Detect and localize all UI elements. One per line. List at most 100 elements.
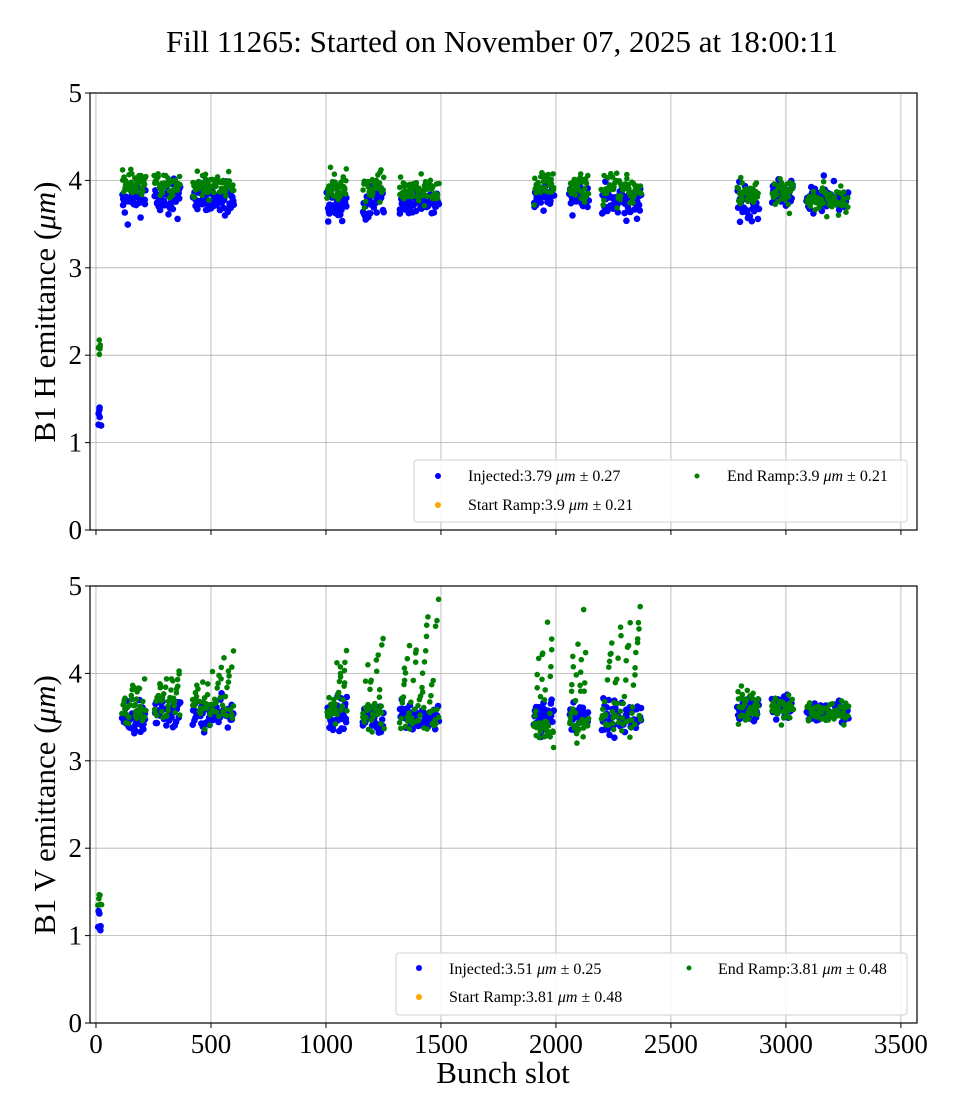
data-point	[614, 676, 620, 683]
data-point	[209, 668, 216, 675]
data-point	[584, 203, 591, 211]
figure-title: Fill 11265: Started on November 07, 2025…	[166, 24, 838, 59]
data-point	[343, 177, 349, 184]
data-point	[550, 744, 557, 751]
data-point	[824, 213, 830, 220]
data-point	[219, 702, 226, 708]
data-point	[830, 177, 838, 185]
data-point	[340, 725, 348, 733]
data-point	[230, 201, 238, 208]
data-point	[549, 718, 556, 726]
data-point	[126, 714, 132, 721]
data-point	[617, 624, 624, 630]
data-point	[434, 706, 440, 713]
data-point	[362, 678, 369, 684]
data-point	[329, 726, 337, 734]
data-point	[409, 189, 415, 196]
data-point	[172, 698, 178, 704]
data-point	[841, 189, 847, 195]
data-point	[365, 662, 371, 668]
data-point	[216, 713, 222, 720]
data-point	[580, 734, 586, 740]
data-point	[547, 734, 553, 740]
data-point	[771, 181, 778, 187]
data-point	[96, 351, 103, 358]
data-point	[572, 709, 579, 716]
data-point	[637, 603, 643, 610]
data-point	[754, 711, 760, 718]
data-point	[636, 207, 644, 214]
data-point	[605, 174, 611, 181]
data-point	[337, 674, 344, 680]
legend-label-end-ramp: End Ramp:3.81 μm ± 0.48	[718, 961, 887, 978]
data-point	[215, 680, 221, 687]
data-point	[370, 714, 376, 720]
data-point	[218, 185, 225, 192]
data-point	[402, 670, 409, 676]
data-point	[845, 204, 851, 210]
data-point	[633, 215, 641, 223]
data-point	[620, 700, 626, 707]
data-point	[569, 212, 576, 219]
data-point	[141, 181, 148, 188]
data-point	[735, 688, 741, 695]
data-point	[545, 723, 552, 729]
data-point	[415, 717, 422, 724]
data-point	[227, 706, 234, 713]
data-point	[425, 614, 431, 620]
data-point	[843, 209, 849, 215]
data-point	[419, 684, 425, 691]
legend-marker-start-ramp	[435, 502, 441, 508]
data-point	[829, 203, 835, 210]
data-point	[633, 649, 639, 656]
data-point	[427, 699, 433, 705]
data-point	[406, 710, 412, 716]
data-point	[199, 705, 206, 712]
data-point	[537, 189, 544, 196]
data-point	[548, 663, 554, 670]
legend-marker-start-ramp	[416, 994, 422, 1000]
data-point	[535, 179, 541, 186]
data-point	[361, 205, 368, 211]
data-point	[225, 679, 232, 685]
data-point	[193, 693, 200, 700]
data-point	[195, 686, 201, 692]
data-point	[578, 656, 585, 663]
data-point	[598, 186, 604, 193]
data-point	[428, 692, 434, 699]
data-point	[376, 180, 383, 186]
data-point	[224, 684, 230, 691]
legend-box	[395, 952, 908, 1016]
data-point	[131, 726, 139, 734]
data-point	[619, 728, 625, 734]
axis-ticks: 0 500 1000 1500 2000 2500 3000 3500 0 1 2 3 4 5	[69, 571, 928, 1059]
data-point	[365, 178, 371, 185]
x-tick-label: 2000	[529, 1029, 583, 1059]
data-point	[168, 687, 174, 693]
y-tick-label: 0	[69, 1008, 83, 1038]
data-point	[177, 712, 183, 718]
data-point	[772, 695, 779, 701]
data-point	[380, 187, 387, 193]
data-point	[785, 692, 792, 698]
data-point	[547, 673, 554, 680]
data-point	[121, 209, 129, 216]
data-point	[819, 185, 826, 191]
data-point	[217, 694, 224, 701]
data-point	[574, 740, 580, 746]
data-point	[619, 715, 626, 721]
legend-label-start-ramp: Start Ramp:3.81 μm ± 0.48	[449, 989, 622, 1006]
data-point	[379, 710, 385, 716]
data-point	[585, 172, 591, 179]
data-point	[541, 697, 548, 703]
data-point	[342, 191, 349, 197]
data-point	[632, 672, 638, 678]
axes-frame	[89, 92, 918, 531]
data-point	[421, 202, 428, 209]
data-point	[331, 696, 337, 703]
data-point	[408, 699, 414, 705]
data-point	[223, 193, 229, 199]
data-point	[158, 708, 165, 715]
data-point	[544, 619, 551, 625]
data-point	[820, 200, 827, 206]
